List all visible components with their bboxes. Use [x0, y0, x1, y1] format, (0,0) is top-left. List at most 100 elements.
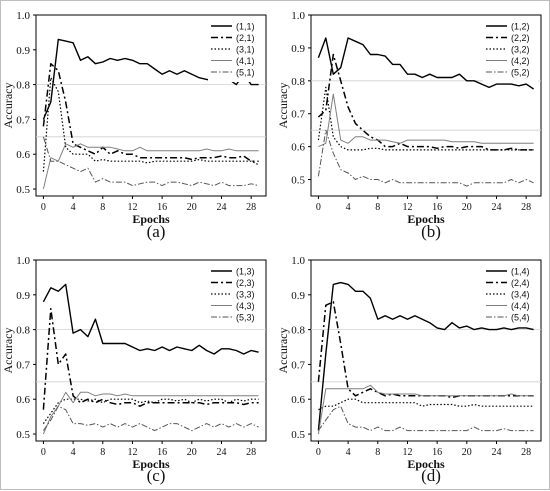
- series-line-c-4: [42, 391, 259, 435]
- x-tick-label-c: 16: [157, 447, 167, 458]
- y-tick-label-a: 0.8: [16, 80, 30, 92]
- plot-frame-d: [310, 259, 542, 442]
- legend-label-a-2: (2,1): [236, 33, 255, 43]
- series-line-d-1: [317, 281, 534, 431]
- legend-c: (1,3)(2,3) (3,3)(4,3) (5,3): [208, 265, 263, 327]
- x-tick-label-b: 0: [316, 202, 321, 213]
- x-tick-label-d: 4: [346, 447, 351, 458]
- series-line-a-3: [42, 77, 259, 172]
- chart-c-svg: 0.5 0.6 0.7 0.8 0.9 1.0 0 4 8 12 16 20 24 28 Epochs Acc…: [1, 255, 267, 471]
- caption-b: (b): [421, 222, 441, 241]
- chart-d-svg: 0.5 0.6 0.7 0.8 0.9 1.0 0 4 8 12 16 20 24 28 Epochs Acc…: [276, 255, 542, 471]
- legend-box-d: [483, 265, 538, 327]
- series-line-b-1: [317, 37, 534, 90]
- legend-label-d-2: (2,4): [511, 278, 530, 288]
- y-tick-label-d: 0.5: [291, 429, 305, 441]
- legend-label-c-5: (5,3): [236, 313, 255, 323]
- y-tick-label-b: 0.8: [291, 76, 305, 88]
- x-tick-label-d: 0: [316, 447, 321, 458]
- y-tick-label-c: 0.5: [16, 429, 30, 441]
- plot-frame-b: [310, 14, 542, 197]
- y-axis-label-b: Accuracy: [276, 83, 290, 129]
- x-axis-label-c: Epochs: [132, 457, 170, 471]
- legend-label-a-3: (3,1): [236, 45, 255, 55]
- series-line-a-5: [42, 136, 259, 187]
- x-tick-label-a: 24: [216, 202, 226, 213]
- series-line-d-3: [318, 398, 534, 411]
- y-tick-label-b: 0.5: [291, 175, 305, 187]
- legend-label-b-5: (5,2): [511, 68, 530, 78]
- legend-label-c-1: (1,3): [236, 267, 255, 277]
- legend-label-b-2: (2,2): [511, 33, 530, 43]
- legend-box-a: [208, 20, 263, 82]
- caption-d: (d): [421, 466, 441, 485]
- legend-label-d-4: (4,4): [511, 301, 530, 311]
- legend-label-b-3: (3,2): [511, 45, 530, 55]
- y-tick-label-c: 0.9: [16, 290, 30, 302]
- chart-panel-d: 0.5 0.6 0.7 0.8 0.9 1.0 0 4 8 12 16 20 24 28 Epochs Acc…: [276, 246, 550, 491]
- series-line-c-1: [42, 283, 259, 355]
- legend-label-d-5: (5,4): [511, 313, 530, 323]
- series-line-a-4: [42, 143, 259, 190]
- legend-label-c-3: (3,3): [236, 290, 255, 300]
- x-tick-label-a: 28: [246, 202, 256, 213]
- chart-panel-c: 0.5 0.6 0.7 0.8 0.9 1.0 0 4 8 12 16 20 24 28 Epochs Acc…: [1, 246, 276, 491]
- x-tick-label-c: 0: [41, 447, 46, 458]
- y-tick-label-b: 0.6: [291, 142, 305, 154]
- x-axis-label-a: Epochs: [132, 212, 170, 226]
- legend-a: (1,1)(2,1) (3,1)(4,1) (5,1): [208, 20, 263, 82]
- x-tick-label-a: 8: [100, 202, 105, 213]
- series-line-c-3: [42, 398, 259, 424]
- series-line-d-5: [317, 405, 534, 432]
- x-tick-label-b: 4: [346, 202, 351, 213]
- legend-label-c-2: (2,3): [236, 278, 255, 288]
- legend-b: (1,2)(2,2) (3,2)(4,2) (5,2): [483, 20, 538, 82]
- x-tick-label-a: 12: [127, 202, 137, 213]
- series-line-b-3: [317, 86, 534, 151]
- legend-d: (1,4)(2,4) (3,4)(4,4) (5,4): [483, 265, 538, 327]
- series-line-d-4: [317, 384, 534, 435]
- caption-c: (c): [146, 466, 166, 485]
- series-line-b-4: [318, 93, 534, 148]
- legend-label-d-3: (3,4): [511, 290, 530, 300]
- x-tick-label-b: 28: [521, 202, 531, 213]
- x-tick-label-a: 4: [71, 202, 76, 213]
- plot-frame-c: [35, 259, 267, 442]
- series-line-a-2: [42, 62, 259, 162]
- y-tick-label-b: 1.0: [291, 10, 305, 22]
- series-line-c-2: [42, 307, 259, 410]
- x-tick-label-c: 12: [127, 447, 137, 458]
- y-tick-label-a: 0.5: [16, 184, 30, 196]
- x-tick-label-c: 4: [71, 447, 76, 458]
- y-tick-label-b: 0.9: [291, 43, 305, 55]
- y-tick-label-b: 0.7: [291, 109, 305, 121]
- legend-label-a-1: (1,1): [236, 22, 255, 32]
- y-tick-label-c: 0.6: [16, 394, 30, 406]
- chart-a-svg: 0.5 0.6 0.7 0.8 0.9 1.0 0 4 8 12 16 20 24 28 Epochs Acc…: [1, 10, 267, 226]
- chart-b-svg: 0.5 0.6 0.7 0.8 0.9 1.0 0 4 8 12 16 20 24 28 Epochs Acc…: [276, 10, 542, 226]
- x-tick-label-a: 0: [41, 202, 46, 213]
- x-tick-label-c: 24: [216, 447, 226, 458]
- y-tick-label-a: 0.7: [16, 114, 30, 126]
- legend-label-a-4: (4,1): [236, 56, 255, 66]
- legend-label-a-5: (5,1): [236, 68, 255, 78]
- x-tick-label-d: 24: [491, 447, 501, 458]
- plot-frame-a: [35, 14, 267, 197]
- x-tick-label-b: 20: [462, 202, 472, 213]
- chart-panel-b: 0.5 0.6 0.7 0.8 0.9 1.0 0 4 8 12 16 20 24 28 Epochs Acc…: [276, 1, 550, 246]
- x-tick-label-a: 20: [187, 202, 197, 213]
- x-tick-label-a: 16: [157, 202, 167, 213]
- y-axis-label-c: Accuracy: [1, 328, 15, 374]
- x-tick-label-d: 20: [462, 447, 472, 458]
- y-axis-label-a: Accuracy: [1, 83, 15, 129]
- x-tick-label-b: 24: [491, 202, 501, 213]
- y-tick-label-a: 0.9: [16, 45, 30, 57]
- x-tick-label-b: 16: [432, 202, 442, 213]
- legend-label-c-4: (4,3): [236, 301, 255, 311]
- y-tick-label-a: 0.6: [16, 149, 30, 161]
- y-tick-label-c: 0.7: [16, 359, 30, 371]
- x-tick-label-b: 8: [375, 202, 380, 213]
- x-tick-label-c: 8: [100, 447, 105, 458]
- y-tick-label-d: 0.7: [291, 359, 305, 371]
